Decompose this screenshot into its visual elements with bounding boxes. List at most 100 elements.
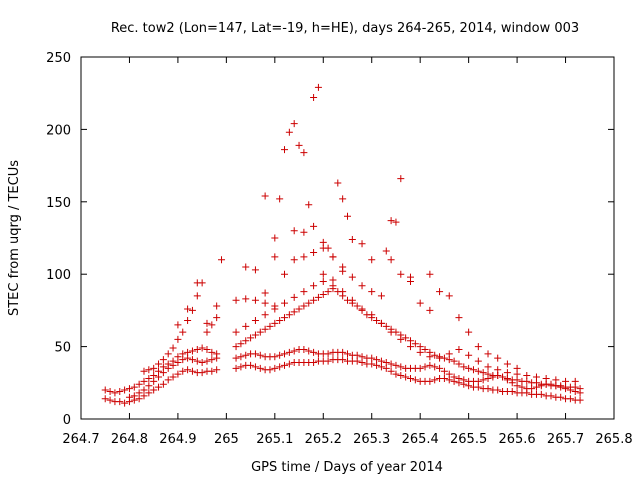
data-point (455, 314, 463, 322)
data-point (125, 393, 133, 401)
data-point (576, 396, 584, 404)
data-point (251, 317, 259, 325)
data-point (387, 360, 395, 368)
data-point (348, 235, 356, 243)
data-point (324, 244, 332, 252)
x-tick-label: 265.7 (547, 432, 584, 447)
data-point (465, 351, 473, 359)
data-point (392, 361, 400, 369)
x-tick-label: 265.5 (450, 432, 487, 447)
y-tick-label: 0 (63, 413, 71, 428)
data-point (431, 376, 439, 384)
data-point (484, 370, 492, 378)
data-point (150, 364, 158, 372)
data-point (450, 357, 458, 365)
x-tick-label: 265.2 (305, 432, 342, 447)
data-point (174, 370, 182, 378)
data-point (266, 322, 274, 330)
data-point (547, 392, 555, 400)
data-point (368, 288, 376, 296)
x-tick-label: 265.6 (498, 432, 535, 447)
data-point (290, 308, 298, 316)
data-point (193, 279, 201, 287)
data-point (271, 364, 279, 372)
data-point (314, 293, 322, 301)
data-point (426, 306, 434, 314)
data-point (368, 311, 376, 319)
data-point (324, 357, 332, 365)
data-point (513, 364, 521, 372)
data-point (310, 222, 318, 230)
data-point (101, 395, 109, 403)
data-point (242, 337, 250, 345)
data-point (557, 393, 565, 401)
data-point (135, 380, 143, 388)
data-point (106, 387, 114, 395)
data-point (208, 321, 216, 329)
data-point (576, 385, 584, 393)
data-point (164, 364, 172, 372)
data-point (392, 218, 400, 226)
x-tick-label: 264.7 (62, 432, 99, 447)
data-point (159, 356, 167, 364)
x-tick-label: 265.1 (256, 432, 293, 447)
data-point (281, 314, 289, 322)
data-point (571, 377, 579, 385)
data-point (232, 343, 240, 351)
data-point (387, 256, 395, 264)
data-point (208, 367, 216, 375)
data-point (203, 345, 211, 353)
data-point (324, 350, 332, 358)
data-point (242, 351, 250, 359)
data-point (455, 360, 463, 368)
data-point (237, 363, 245, 371)
data-point (125, 385, 133, 393)
data-point (358, 240, 366, 248)
data-point (256, 364, 264, 372)
data-point (460, 363, 468, 371)
data-point (251, 266, 259, 274)
data-point (169, 361, 177, 369)
data-point (188, 367, 196, 375)
data-point (290, 256, 298, 264)
data-point (324, 288, 332, 296)
data-point (319, 270, 327, 278)
data-point (300, 149, 308, 157)
data-point (358, 305, 366, 313)
data-point (368, 354, 376, 362)
data-point (300, 302, 308, 310)
data-point (455, 345, 463, 353)
data-point (290, 227, 298, 235)
data-point (353, 351, 361, 359)
data-point (116, 387, 124, 395)
data-point (310, 359, 318, 367)
data-point (344, 212, 351, 220)
data-point (251, 331, 259, 339)
data-point (339, 288, 347, 296)
data-point (416, 364, 424, 372)
data-point (251, 296, 259, 304)
data-point (479, 369, 487, 377)
data-point (416, 348, 424, 356)
x-axis-label: GPS time / Days of year 2014 (251, 460, 443, 475)
data-point (150, 377, 158, 385)
x-tick-label: 264.8 (111, 432, 148, 447)
data-point (310, 348, 318, 356)
data-point (523, 372, 531, 380)
data-point (494, 386, 502, 394)
data-point (145, 389, 153, 397)
data-point (169, 373, 177, 381)
data-point (426, 361, 434, 369)
data-point (145, 382, 153, 390)
data-point (387, 217, 395, 225)
data-point (121, 399, 129, 407)
data-point (203, 319, 211, 327)
data-point (382, 322, 390, 330)
data-point (300, 228, 308, 236)
data-point (203, 328, 211, 336)
data-point (213, 314, 221, 322)
chart-title: Rec. tow2 (Lon=147, Lat=-19, h=HE), days… (111, 21, 579, 36)
data-point (261, 325, 269, 333)
data-point (247, 361, 255, 369)
data-point (155, 373, 163, 381)
